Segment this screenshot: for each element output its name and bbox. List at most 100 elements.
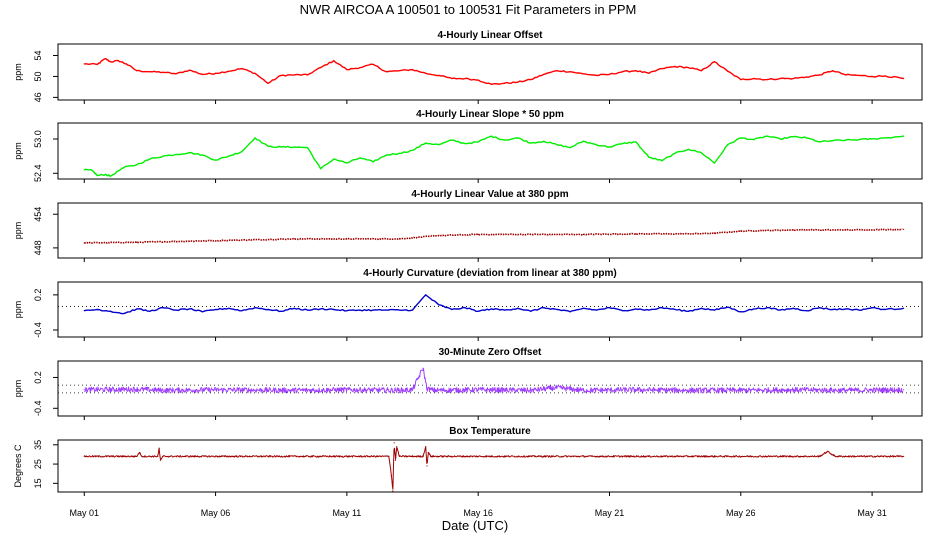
y-axis-label: ppm (13, 222, 23, 240)
plot-frame (57, 202, 923, 259)
data-point (700, 152, 703, 154)
data-point (582, 73, 584, 75)
data-point (687, 310, 689, 312)
y-tick-label: 53.0 (33, 130, 43, 148)
data-point (753, 308, 755, 310)
data-point (832, 70, 834, 72)
data-point (432, 389, 435, 391)
y-axis-label: ppm (13, 380, 23, 398)
data-point (359, 66, 361, 69)
data-point (162, 155, 164, 157)
data-point (280, 146, 282, 148)
data-point (267, 82, 269, 84)
data-point (333, 60, 335, 62)
data-point (503, 309, 506, 311)
data-point (293, 389, 295, 391)
data-point (293, 307, 295, 309)
data-point (411, 69, 414, 71)
data-point (608, 73, 611, 75)
data-point (83, 310, 85, 312)
data-point (503, 139, 506, 141)
data-point (779, 138, 781, 140)
y-tick-label: 25 (33, 459, 43, 469)
data-point (175, 153, 177, 156)
data-point (201, 154, 204, 156)
x-tick-label: May 16 (463, 508, 493, 518)
data-point (427, 451, 429, 454)
data-point (123, 166, 125, 169)
data-point (903, 228, 905, 230)
data-point (530, 310, 532, 312)
data-point (241, 67, 243, 70)
data-point (392, 490, 394, 492)
data-point (556, 144, 558, 146)
data-point (141, 455, 143, 457)
data-point (214, 389, 217, 391)
data-point (320, 455, 322, 457)
data-point (346, 389, 348, 391)
data-point (104, 58, 106, 60)
data-point (818, 74, 821, 76)
data-point (700, 70, 703, 72)
data-point (826, 450, 829, 453)
data-point (818, 307, 821, 309)
data-point (425, 446, 427, 448)
data-point (530, 389, 532, 391)
data-point (832, 308, 834, 311)
data-point (792, 229, 794, 231)
data-point (158, 448, 160, 450)
data-point (438, 234, 440, 237)
data-point (188, 69, 190, 71)
data-point (411, 149, 414, 152)
data-point (516, 307, 519, 309)
data-point (595, 144, 597, 146)
data-point (162, 307, 164, 309)
y-tick-label: 35 (33, 440, 43, 450)
data-point (280, 74, 282, 77)
data-point (346, 69, 348, 71)
data-point (306, 146, 309, 149)
data-point (254, 307, 256, 309)
data-point (477, 389, 479, 391)
y-tick-label: 46 (33, 92, 43, 102)
data-point (635, 70, 637, 72)
data-point (254, 137, 256, 139)
data-point (293, 146, 295, 148)
data-point (805, 137, 808, 139)
chart-panel-3: 4-Hourly Linear Value at 380 ppm ppm 448 45… (13, 189, 923, 262)
y-tick-label: 448 (33, 240, 43, 255)
data-point (687, 389, 689, 391)
data-point (214, 308, 217, 311)
data-point (884, 75, 886, 77)
data-point (477, 310, 479, 312)
data-point (766, 307, 768, 309)
data-point (530, 78, 532, 81)
data-point (451, 455, 453, 457)
data-point (214, 72, 217, 74)
data-point (96, 63, 98, 66)
data-point (464, 307, 466, 309)
data-point (871, 75, 873, 78)
data-point (398, 309, 400, 311)
data-point (845, 308, 847, 310)
data-point (83, 63, 85, 65)
data-point (109, 61, 112, 63)
data-point (674, 308, 676, 311)
data-point (228, 307, 230, 309)
data-point (372, 161, 374, 163)
data-point (687, 233, 689, 235)
data-point (740, 137, 742, 139)
data-point (390, 475, 393, 477)
data-point (372, 309, 374, 311)
y-tick-label: 454 (33, 207, 43, 222)
data-point (162, 455, 164, 457)
data-point (792, 389, 794, 391)
data-point (530, 233, 532, 236)
data-point (700, 307, 703, 309)
data-point (608, 146, 611, 148)
data-point (582, 389, 584, 391)
data-point (425, 142, 427, 144)
data-point (426, 465, 428, 467)
data-point (214, 159, 217, 161)
data-point (422, 367, 424, 369)
